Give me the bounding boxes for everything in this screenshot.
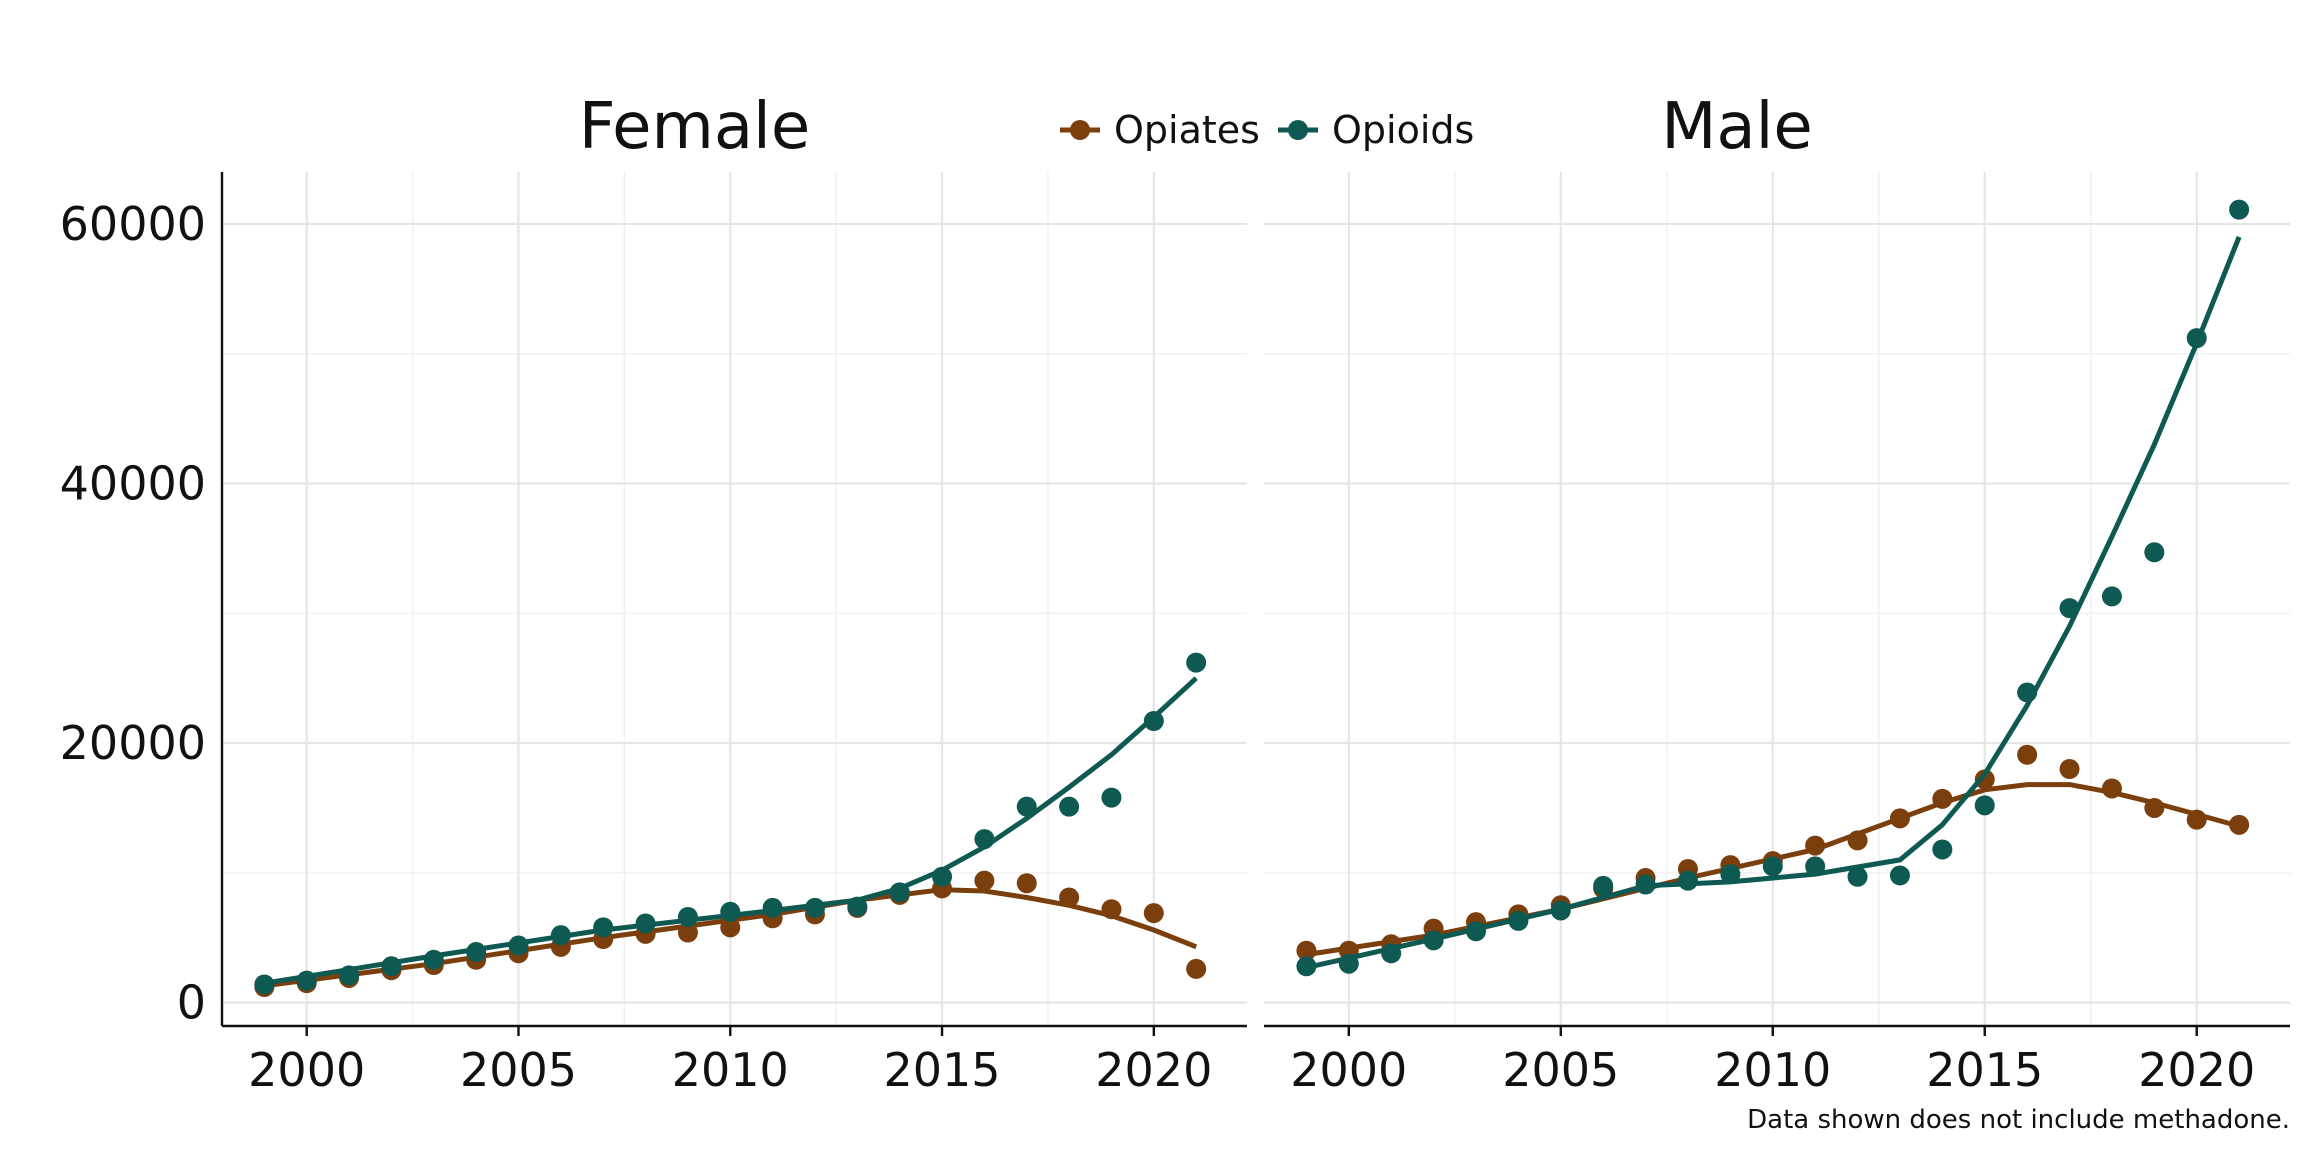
data-point-opioids xyxy=(381,956,402,977)
data-point-opioids xyxy=(339,965,360,986)
data-point-opioids xyxy=(1338,953,1359,974)
data-point-opioids xyxy=(2229,199,2250,220)
caption: Data shown does not include methadone. xyxy=(1747,1105,2290,1135)
panels-layer: 0 20000 40000 60000 2000 2005 2010 2015 2020 Fema… xyxy=(60,90,2290,1097)
data-point-opiates xyxy=(974,870,995,891)
y-tick-label: 40000 xyxy=(60,456,206,510)
data-point-opioids xyxy=(1720,864,1741,885)
x-tick-label: 2005 xyxy=(1502,1043,1619,1097)
panel-female: 2000 2005 2010 2015 2020 Female xyxy=(220,90,1247,1097)
data-point-opiates xyxy=(1974,769,1995,790)
data-point-opioids xyxy=(1677,870,1698,891)
x-tick-label: 2010 xyxy=(672,1043,789,1097)
data-point-opioids xyxy=(1186,652,1207,673)
data-point-opioids xyxy=(974,829,995,850)
data-point-opiates xyxy=(1016,873,1037,894)
data-point-opioids xyxy=(1101,787,1122,808)
data-point-opioids xyxy=(1059,796,1080,817)
data-point-opioids xyxy=(677,906,698,927)
y-tick-label: 20000 xyxy=(60,716,206,770)
data-point-opioids xyxy=(720,901,741,922)
panel-title: Male xyxy=(1661,90,1813,164)
data-point-opioids xyxy=(1508,910,1529,931)
x-tick-label: 2005 xyxy=(460,1043,577,1097)
data-point-opioids xyxy=(2101,586,2122,607)
data-point-opioids xyxy=(1381,943,1402,964)
data-point-opioids xyxy=(804,897,825,918)
x-tick-label: 2010 xyxy=(1714,1043,1831,1097)
legend: Opiates Opioids xyxy=(1060,108,1474,152)
data-point-opiates xyxy=(1889,808,1910,829)
panel-title: Female xyxy=(579,90,810,164)
data-point-opiates xyxy=(1805,835,1826,856)
data-point-opiates xyxy=(1101,899,1122,920)
trend-line-opioids xyxy=(1305,235,2242,971)
data-point-opioids xyxy=(550,925,571,946)
data-point-opioids xyxy=(1847,866,1868,887)
data-point-opioids xyxy=(254,974,275,995)
data-point-opioids xyxy=(1932,839,1953,860)
data-point-opioids xyxy=(635,913,656,934)
trend-line-opiates xyxy=(264,887,1198,989)
data-point-opioids xyxy=(1805,856,1826,877)
data-point-opioids xyxy=(847,896,868,917)
y-tick-label: 0 xyxy=(177,976,206,1030)
data-point-opioids xyxy=(762,897,783,918)
data-point-opioids xyxy=(1016,796,1037,817)
data-point-opioids xyxy=(2186,328,2207,349)
data-point-opioids xyxy=(508,935,529,956)
panel-male: 2000 2005 2010 2015 2020 Male xyxy=(1264,90,2290,1097)
data-point-opiates xyxy=(1847,830,1868,851)
data-point-opiates xyxy=(2101,778,2122,799)
x-tick-label: 2000 xyxy=(248,1043,365,1097)
legend-label: Opiates xyxy=(1114,108,1260,152)
data-point-opioids xyxy=(1423,930,1444,951)
data-point-opioids xyxy=(2017,682,2038,703)
data-point-opiates xyxy=(2017,744,2038,765)
data-point-opiates xyxy=(1059,887,1080,908)
data-point-opiates xyxy=(2186,809,2207,830)
data-point-opiates xyxy=(677,922,698,943)
data-point-opiates xyxy=(1296,940,1317,961)
x-tick-label: 2000 xyxy=(1290,1043,1407,1097)
data-point-opioids xyxy=(296,970,317,991)
data-point-opioids xyxy=(1296,956,1317,977)
data-point-opiates xyxy=(2229,814,2250,835)
data-point-opioids xyxy=(593,917,614,938)
data-point-opioids xyxy=(2059,598,2080,619)
data-point-opiates xyxy=(720,917,741,938)
data-point-opioids xyxy=(1974,795,1995,816)
legend-item-opioids: Opioids xyxy=(1278,108,1474,152)
data-point-opioids xyxy=(1550,900,1571,921)
data-point-opioids xyxy=(889,882,910,903)
data-point-opioids xyxy=(466,942,487,963)
data-point-opiates xyxy=(2144,797,2165,818)
data-point-opioids xyxy=(1762,856,1783,877)
data-point-opiates xyxy=(1932,788,1953,809)
legend-item-opiates: Opiates xyxy=(1060,108,1260,152)
data-point-opiates xyxy=(1143,903,1164,924)
data-point-opioids xyxy=(1593,875,1614,896)
data-point-opiates xyxy=(2059,759,2080,780)
x-tick-label: 2015 xyxy=(1926,1043,2043,1097)
data-point-opiates xyxy=(1186,958,1207,979)
y-tick-label: 60000 xyxy=(60,197,206,251)
data-point-opioids xyxy=(2144,542,2165,563)
x-tick-label: 2015 xyxy=(884,1043,1001,1097)
x-tick-label: 2020 xyxy=(1095,1043,1212,1097)
data-point-opioids xyxy=(932,866,953,887)
data-point-opioids xyxy=(1465,921,1486,942)
x-tick-label: 2020 xyxy=(2138,1043,2255,1097)
data-point-opioids xyxy=(1143,711,1164,731)
data-point-opioids xyxy=(1889,865,1910,886)
legend-key-point xyxy=(1288,120,1308,140)
legend-label: Opioids xyxy=(1332,108,1474,152)
legend-key-point xyxy=(1070,120,1090,140)
data-point-opioids xyxy=(423,949,444,970)
data-point-opioids xyxy=(1635,874,1656,895)
